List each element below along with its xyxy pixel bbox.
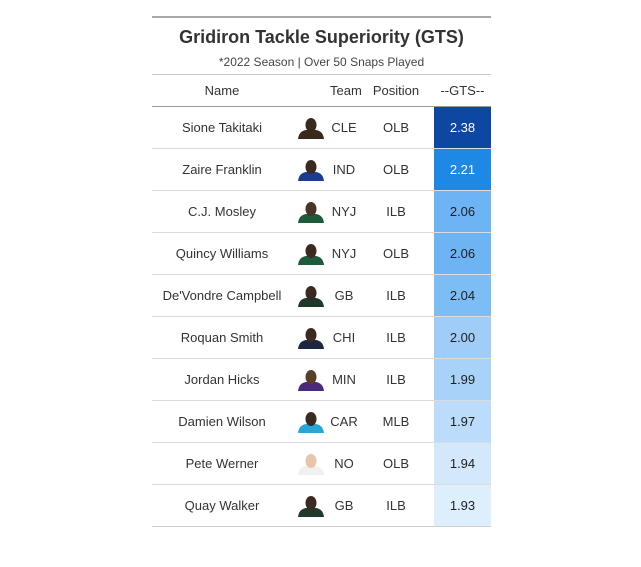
player-headshot-icon xyxy=(297,369,325,391)
player-position: MLB xyxy=(358,400,434,443)
player-name: C.J. Mosley xyxy=(152,190,292,233)
player-headshot-cell xyxy=(292,232,330,275)
player-name: Jordan Hicks xyxy=(152,358,292,401)
player-headshot-cell xyxy=(292,148,330,191)
table-row[interactable]: Roquan Smith CHI ILB 2.00 xyxy=(152,316,491,359)
column-header-gts[interactable]: --GTS-- xyxy=(434,75,491,107)
player-team: IND xyxy=(330,148,358,191)
gts-table: Name Team Position --GTS-- Sione Takitak… xyxy=(152,75,491,527)
player-position: OLB xyxy=(358,442,434,485)
player-team: NYJ xyxy=(330,232,358,275)
player-headshot-icon xyxy=(297,285,325,307)
player-headshot-cell xyxy=(292,358,330,401)
player-headshot-cell xyxy=(292,190,330,233)
table-row[interactable]: Quay Walker GB ILB 1.93 xyxy=(152,484,491,527)
table-row[interactable]: Pete Werner NO OLB 1.94 xyxy=(152,442,491,485)
player-team: CAR xyxy=(330,400,358,443)
player-headshot-icon xyxy=(297,117,325,139)
table-row[interactable]: C.J. Mosley NYJ ILB 2.06 xyxy=(152,190,491,233)
player-team: NYJ xyxy=(330,190,358,233)
column-header-name[interactable]: Name xyxy=(152,75,292,107)
table-row[interactable]: Jordan Hicks MIN ILB 1.99 xyxy=(152,358,491,401)
player-gts-value: 1.93 xyxy=(434,484,491,527)
player-position: OLB xyxy=(358,106,434,149)
player-team: GB xyxy=(330,274,358,317)
player-headshot-cell xyxy=(292,442,330,485)
player-gts-value: 2.38 xyxy=(434,106,491,149)
player-headshot-icon xyxy=(297,411,325,433)
player-gts-value: 1.94 xyxy=(434,442,491,485)
player-headshot-cell xyxy=(292,106,330,149)
player-gts-value: 2.04 xyxy=(434,274,491,317)
table-row[interactable]: Quincy Williams NYJ OLB 2.06 xyxy=(152,232,491,275)
player-position: OLB xyxy=(358,148,434,191)
column-header-position[interactable]: Position xyxy=(358,75,434,107)
player-team: CLE xyxy=(330,106,358,149)
player-name: De'Vondre Campbell xyxy=(152,274,292,317)
player-name: Quincy Williams xyxy=(152,232,292,275)
player-position: ILB xyxy=(358,190,434,233)
player-gts-value: 1.97 xyxy=(434,400,491,443)
player-name: Pete Werner xyxy=(152,442,292,485)
player-headshot-icon xyxy=(297,159,325,181)
gts-table-card: Gridiron Tackle Superiority (GTS) *2022 … xyxy=(152,16,491,527)
player-team: NO xyxy=(330,442,358,485)
player-position: ILB xyxy=(358,274,434,317)
player-name: Damien Wilson xyxy=(152,400,292,443)
header-rule xyxy=(152,74,491,75)
table-row[interactable]: Damien Wilson CAR MLB 1.97 xyxy=(152,400,491,443)
table-header-row: Name Team Position --GTS-- xyxy=(152,75,491,107)
table-row[interactable]: Zaire Franklin IND OLB 2.21 xyxy=(152,148,491,191)
player-position: OLB xyxy=(358,232,434,275)
player-headshot-cell xyxy=(292,400,330,443)
player-headshot-cell xyxy=(292,484,330,527)
player-gts-value: 2.06 xyxy=(434,232,491,275)
player-headshot-cell xyxy=(292,316,330,359)
player-gts-value: 2.06 xyxy=(434,190,491,233)
player-team: MIN xyxy=(330,358,358,401)
player-name: Zaire Franklin xyxy=(152,148,292,191)
player-team: GB xyxy=(330,484,358,527)
player-name: Sione Takitaki xyxy=(152,106,292,149)
player-headshot-icon xyxy=(297,243,325,265)
player-headshot-icon xyxy=(297,327,325,349)
table-subtitle: *2022 Season | Over 50 Snaps Played xyxy=(218,55,425,69)
player-position: ILB xyxy=(358,316,434,359)
table-row[interactable]: Sione Takitaki CLE OLB 2.38 xyxy=(152,106,491,149)
player-gts-value: 1.99 xyxy=(434,358,491,401)
column-header-headshot xyxy=(292,75,330,107)
table-title: Gridiron Tackle Superiority (GTS) xyxy=(179,27,464,47)
top-rule xyxy=(152,16,491,18)
player-headshot-cell xyxy=(292,274,330,317)
table-row[interactable]: De'Vondre Campbell GB ILB 2.04 xyxy=(152,274,491,317)
column-header-team[interactable]: Team xyxy=(330,75,362,107)
player-gts-value: 2.00 xyxy=(434,316,491,359)
player-position: ILB xyxy=(358,484,434,527)
player-headshot-icon xyxy=(297,201,325,223)
player-name: Quay Walker xyxy=(152,484,292,527)
player-headshot-icon xyxy=(297,453,325,475)
player-headshot-icon xyxy=(297,495,325,517)
player-gts-value: 2.21 xyxy=(434,148,491,191)
player-team: CHI xyxy=(330,316,358,359)
player-name: Roquan Smith xyxy=(152,316,292,359)
player-position: ILB xyxy=(358,358,434,401)
table-body: Sione Takitaki CLE OLB 2.38 Zaire Franklin IN… xyxy=(152,106,491,527)
